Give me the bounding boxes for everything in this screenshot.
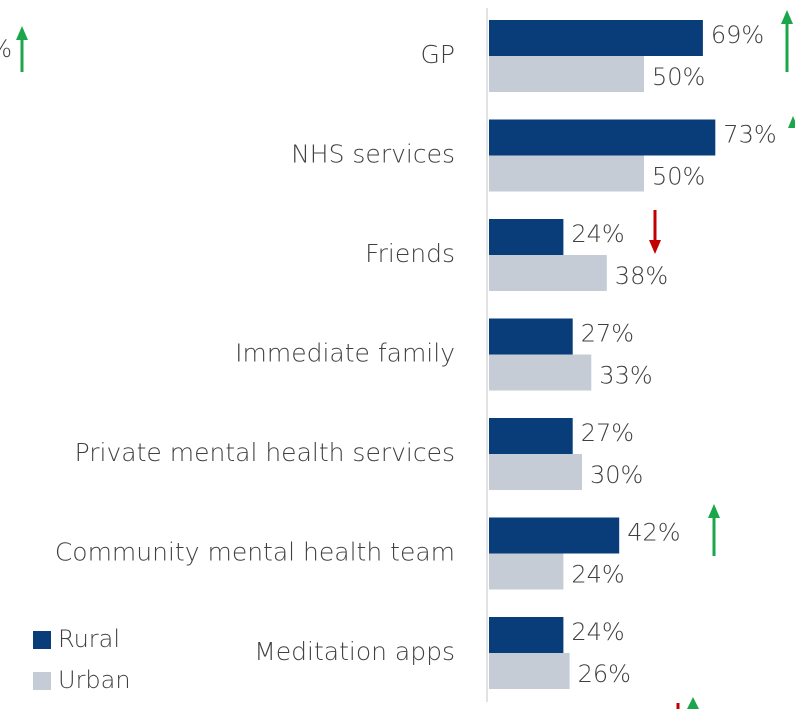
bar [489, 255, 607, 291]
bar [489, 20, 703, 56]
legend-label: Rural [58, 625, 120, 653]
value-label: 26% [578, 660, 631, 688]
category-label: Friends [365, 239, 455, 268]
bar [489, 517, 620, 554]
value-label: 24% [571, 618, 624, 646]
arrow-head [649, 240, 661, 254]
value-label: 42% [627, 519, 680, 547]
bar [489, 617, 564, 653]
arrow-head [16, 26, 28, 40]
value-label: 27% [581, 320, 634, 348]
value-label: 33% [599, 362, 652, 390]
arrow-head [708, 504, 720, 518]
legend-swatch [33, 672, 51, 690]
category-label: GP [421, 40, 455, 69]
bar [489, 119, 716, 156]
bar [489, 354, 592, 391]
bar [489, 653, 570, 689]
category-label: Meditation apps [254, 637, 455, 666]
legend-label: Urban [58, 666, 131, 694]
category-label: Immediate family [235, 339, 455, 368]
bar [489, 454, 582, 490]
legend-swatch [33, 631, 51, 649]
arrow-head [788, 116, 795, 128]
bar [489, 155, 644, 192]
annotation: % [0, 35, 12, 63]
category-label: Community mental health team [55, 538, 455, 567]
significance-arrows [16, 10, 795, 709]
bar [489, 318, 573, 355]
value-label: 27% [581, 419, 634, 447]
bar [489, 418, 573, 454]
bar [489, 56, 644, 92]
value-label: 69% [711, 21, 764, 49]
category-label: Private mental health services [75, 438, 455, 467]
value-label: 50% [652, 63, 705, 91]
value-label: 73% [723, 121, 776, 149]
value-label: 38% [615, 262, 668, 290]
bar [489, 553, 564, 590]
value-label: 30% [590, 461, 643, 489]
bar [489, 219, 564, 255]
value-label: 50% [652, 163, 705, 191]
value-label: 24% [571, 561, 624, 589]
category-label: NHS services [291, 140, 455, 169]
arrow-head [781, 10, 793, 24]
arrow-head [687, 697, 699, 709]
value-label: 24% [571, 220, 624, 248]
